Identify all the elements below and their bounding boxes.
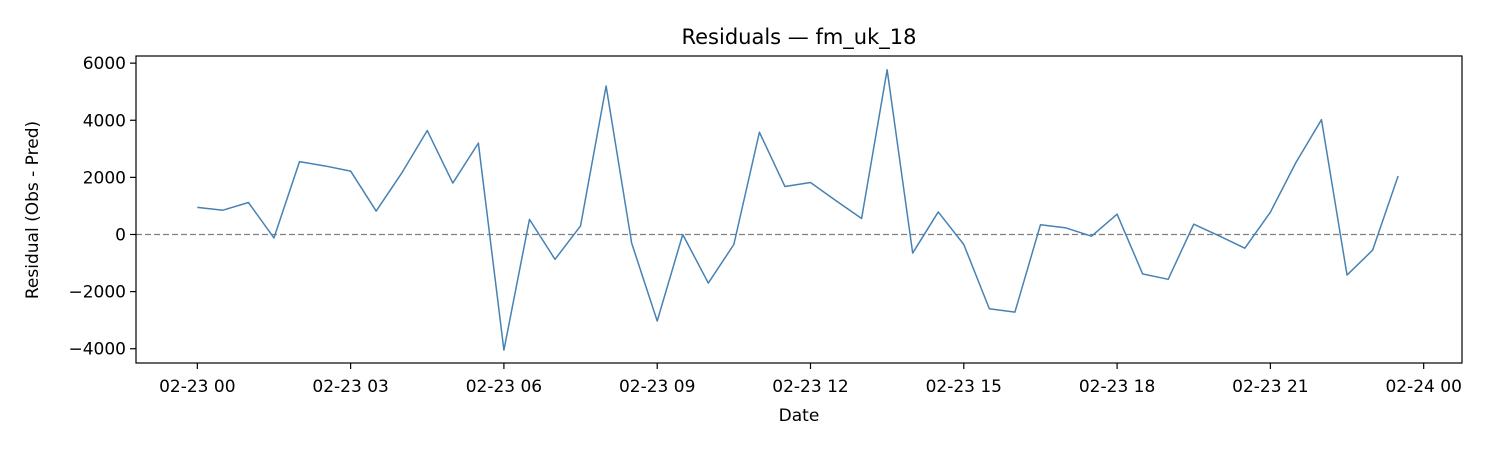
x-tick-label: 02-23 03: [312, 377, 388, 397]
x-tick-label: 02-23 06: [466, 377, 542, 397]
y-tick-label: −4000: [68, 340, 126, 360]
chart-title: Residuals — fm_uk_18: [681, 25, 916, 50]
x-tick-label: 02-23 18: [1079, 377, 1155, 397]
x-tick-label: 02-24 00: [1385, 377, 1461, 397]
y-tick-label: 4000: [83, 111, 126, 131]
y-axis: −4000 −2000 0 2000 4000 6000: [68, 54, 136, 360]
x-tick-label: 02-23 15: [926, 377, 1002, 397]
x-tick-label: 02-23 09: [619, 377, 695, 397]
y-tick-label: 0: [115, 225, 126, 245]
x-axis: 02-23 00 02-23 03 02-23 06 02-23 09 02-23 12…: [159, 363, 1462, 397]
y-tick-label: 2000: [83, 168, 126, 188]
x-tick-label: 02-23 00: [159, 377, 235, 397]
x-tick-label: 02-23 21: [1232, 377, 1308, 397]
residual-line: [197, 68, 1399, 351]
x-tick-label: 02-23 12: [772, 377, 848, 397]
y-tick-label: 6000: [83, 54, 126, 74]
y-axis-label: Residual (Obs - Pred): [23, 121, 43, 299]
residual-series: [197, 68, 1399, 351]
plot-frame: [135, 55, 1463, 364]
x-axis-label: Date: [779, 406, 820, 426]
y-tick-label: −2000: [68, 283, 126, 303]
